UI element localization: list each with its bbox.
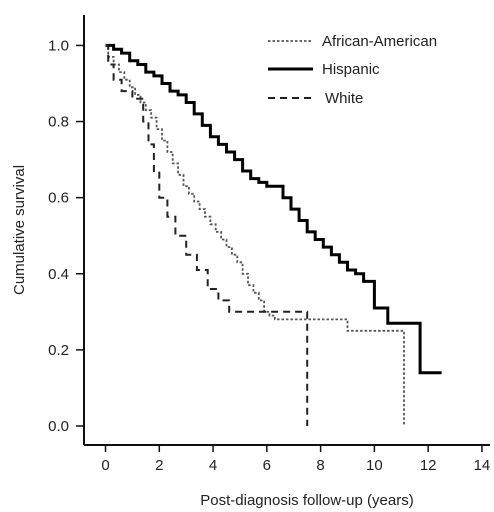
y-tick-label: 0.2	[48, 342, 69, 359]
y-tick-label: 1.0	[48, 37, 69, 54]
x-tick-label: 8	[316, 457, 324, 474]
y-tick-label: 0.4	[48, 266, 69, 283]
axes: 0 2 4 6 8 10 12 14 0.0 0.2 0.4 0.6 0.8 1.0	[48, 15, 490, 474]
y-tick-label: 0.0	[48, 418, 69, 435]
legend-label: White	[325, 90, 363, 107]
x-tick-label: 12	[420, 457, 437, 474]
y-axis-title: Cumulative survival	[11, 165, 28, 295]
x-tick-label: 0	[101, 457, 109, 474]
x-axis-title: Post-diagnosis follow-up (years)	[200, 492, 413, 509]
x-tick-label: 10	[366, 457, 383, 474]
x-tick-label: 14	[474, 457, 491, 474]
legend-label: Hispanic	[322, 61, 380, 78]
x-tick-label: 2	[155, 457, 163, 474]
y-tick-label: 0.6	[48, 190, 69, 207]
series-line-white	[105, 44, 309, 426]
legend-label: African-American	[322, 33, 437, 50]
x-tick-label: 4	[209, 457, 217, 474]
survival-curves	[105, 43, 442, 426]
legend: African-American Hispanic White	[268, 33, 437, 107]
series-line-hispanic	[105, 43, 442, 375]
y-tick-label: 0.8	[48, 114, 69, 131]
x-tick-label: 6	[263, 457, 271, 474]
